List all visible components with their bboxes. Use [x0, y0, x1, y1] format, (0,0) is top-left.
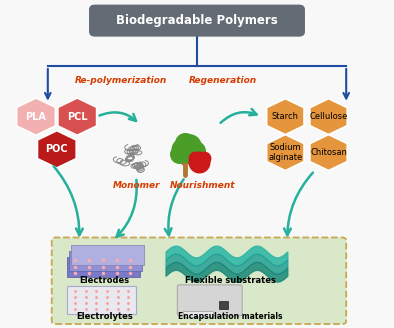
Text: Re-polymerization: Re-polymerization [74, 76, 167, 85]
Point [196, 160, 202, 165]
FancyBboxPatch shape [71, 245, 144, 265]
FancyBboxPatch shape [67, 257, 140, 277]
Text: Regeneration: Regeneration [188, 76, 256, 85]
Point [192, 155, 198, 161]
Text: Starch: Starch [272, 112, 299, 121]
Point [192, 148, 198, 154]
Point [179, 147, 186, 152]
Text: Cellulose: Cellulose [309, 112, 348, 121]
FancyBboxPatch shape [52, 237, 346, 324]
Polygon shape [267, 99, 304, 134]
Point [176, 152, 182, 157]
Text: Electrolytes: Electrolytes [76, 312, 133, 321]
Polygon shape [58, 98, 97, 135]
Polygon shape [17, 98, 56, 135]
Polygon shape [310, 134, 347, 171]
Polygon shape [267, 134, 304, 171]
Point [182, 140, 188, 145]
Text: Sodium
alginate: Sodium alginate [268, 143, 303, 162]
FancyBboxPatch shape [183, 311, 213, 317]
Text: Monomer: Monomer [112, 181, 160, 190]
FancyBboxPatch shape [67, 286, 136, 314]
FancyBboxPatch shape [177, 285, 242, 316]
Text: PLA: PLA [26, 112, 46, 122]
Text: Electrodes: Electrodes [80, 277, 130, 285]
Polygon shape [310, 99, 347, 134]
Text: POC: POC [46, 144, 68, 154]
Text: Nourishment: Nourishment [170, 181, 236, 190]
Text: Biodegradable Polymers: Biodegradable Polymers [116, 14, 278, 27]
Text: PCL: PCL [67, 112, 87, 122]
Point [188, 152, 194, 157]
Text: Flexible substrates: Flexible substrates [185, 277, 276, 285]
Text: Chitosan: Chitosan [310, 148, 347, 157]
FancyBboxPatch shape [69, 251, 142, 271]
FancyBboxPatch shape [89, 5, 305, 37]
Polygon shape [37, 131, 76, 168]
Point [186, 143, 192, 149]
Text: Encapsulation materials: Encapsulation materials [178, 312, 282, 321]
FancyBboxPatch shape [219, 301, 229, 309]
Point [201, 155, 207, 161]
